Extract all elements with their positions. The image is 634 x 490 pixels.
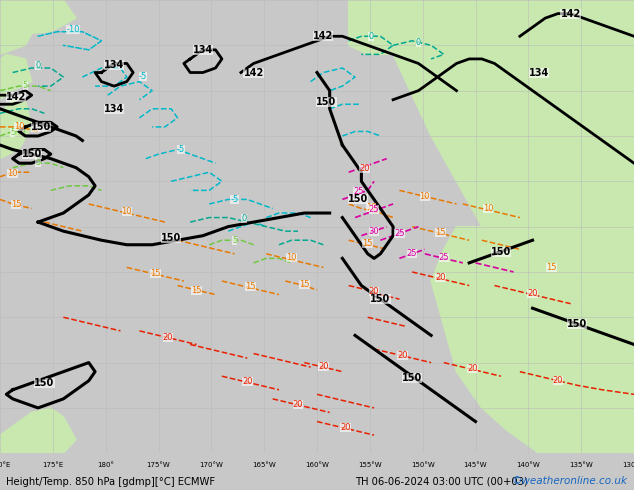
Text: 150: 150 <box>31 122 51 132</box>
Text: 150: 150 <box>567 318 587 329</box>
Text: 134: 134 <box>104 60 124 70</box>
Text: 15: 15 <box>547 263 557 272</box>
Text: 20: 20 <box>553 376 563 385</box>
Text: 15: 15 <box>245 282 256 292</box>
Text: 20: 20 <box>467 365 477 373</box>
Text: 10: 10 <box>8 169 18 178</box>
Text: 145°W: 145°W <box>463 462 488 468</box>
Text: -5: -5 <box>230 196 239 204</box>
Text: 160°W: 160°W <box>305 462 329 468</box>
Text: 5: 5 <box>23 81 28 90</box>
Polygon shape <box>0 54 32 99</box>
Text: 134: 134 <box>529 68 549 77</box>
Text: 150: 150 <box>491 246 511 257</box>
Text: 15: 15 <box>150 269 160 278</box>
Text: -10: -10 <box>66 25 80 34</box>
Text: 25: 25 <box>394 229 404 238</box>
Text: 15: 15 <box>191 287 202 295</box>
Text: 180°: 180° <box>97 462 114 468</box>
Text: 142: 142 <box>243 68 264 77</box>
Text: 0: 0 <box>368 32 373 41</box>
Polygon shape <box>431 226 634 453</box>
Text: 10: 10 <box>366 203 376 212</box>
Text: 20: 20 <box>436 273 446 282</box>
Text: 20: 20 <box>369 287 379 296</box>
Text: 150: 150 <box>34 378 55 388</box>
Text: 15: 15 <box>363 239 373 248</box>
Polygon shape <box>349 0 393 54</box>
Text: 10: 10 <box>14 122 24 130</box>
Polygon shape <box>0 99 32 159</box>
Text: 15: 15 <box>436 227 446 237</box>
Text: -5: -5 <box>138 72 147 81</box>
Text: 140°W: 140°W <box>517 462 540 468</box>
Text: ©weatheronline.co.uk: ©weatheronline.co.uk <box>512 476 628 486</box>
Text: 150: 150 <box>22 149 42 159</box>
Text: 134: 134 <box>104 104 124 114</box>
Text: 20: 20 <box>318 362 328 371</box>
Text: 150: 150 <box>316 97 337 107</box>
Text: 20: 20 <box>527 289 538 298</box>
Text: 20: 20 <box>293 400 303 409</box>
Text: 170°W: 170°W <box>200 462 223 468</box>
Polygon shape <box>0 0 38 54</box>
Text: 15: 15 <box>299 280 309 289</box>
Text: 25: 25 <box>353 187 363 196</box>
Text: 165°W: 165°W <box>252 462 276 468</box>
Text: 130°W: 130°W <box>622 462 634 468</box>
Text: 10: 10 <box>420 192 430 201</box>
Text: 170°E: 170°E <box>0 462 11 468</box>
Text: 0: 0 <box>242 214 247 222</box>
Text: 150: 150 <box>161 233 181 243</box>
Text: 0: 0 <box>36 61 41 70</box>
Text: 5: 5 <box>10 128 15 137</box>
Text: 150: 150 <box>370 294 391 304</box>
Text: 155°W: 155°W <box>358 462 382 468</box>
Text: 5: 5 <box>232 236 237 245</box>
Text: 0: 0 <box>416 38 421 47</box>
Text: 142: 142 <box>6 92 26 102</box>
Text: 20: 20 <box>359 164 370 173</box>
Text: 25: 25 <box>369 205 379 214</box>
Text: 25: 25 <box>407 249 417 258</box>
Text: 10: 10 <box>287 253 297 262</box>
Text: 142: 142 <box>313 31 333 41</box>
Polygon shape <box>431 0 634 64</box>
Text: 134: 134 <box>193 45 213 55</box>
Text: 20: 20 <box>242 377 252 386</box>
Polygon shape <box>0 0 76 36</box>
Text: 20: 20 <box>340 423 351 432</box>
Text: Height/Temp. 850 hPa [gdmp][°C] ECMWF: Height/Temp. 850 hPa [gdmp][°C] ECMWF <box>6 477 216 487</box>
Text: 175°E: 175°E <box>42 462 63 468</box>
Polygon shape <box>0 408 76 453</box>
Text: 142: 142 <box>560 9 581 19</box>
Text: 25: 25 <box>439 253 449 262</box>
Text: 175°W: 175°W <box>146 462 171 468</box>
Text: TH 06-06-2024 03:00 UTC (00+03): TH 06-06-2024 03:00 UTC (00+03) <box>355 477 527 487</box>
Text: 15: 15 <box>11 200 21 209</box>
Text: 10: 10 <box>122 207 132 216</box>
Text: 150: 150 <box>402 373 422 384</box>
Text: 5: 5 <box>36 158 41 167</box>
Text: 150°W: 150°W <box>411 462 434 468</box>
Text: 135°W: 135°W <box>569 462 593 468</box>
Text: -5: -5 <box>176 145 185 154</box>
Text: 30: 30 <box>369 227 379 236</box>
Text: 20: 20 <box>163 333 173 342</box>
Text: 150: 150 <box>348 195 368 204</box>
Polygon shape <box>393 0 634 340</box>
Text: 10: 10 <box>483 204 493 213</box>
Text: 20: 20 <box>398 351 408 360</box>
